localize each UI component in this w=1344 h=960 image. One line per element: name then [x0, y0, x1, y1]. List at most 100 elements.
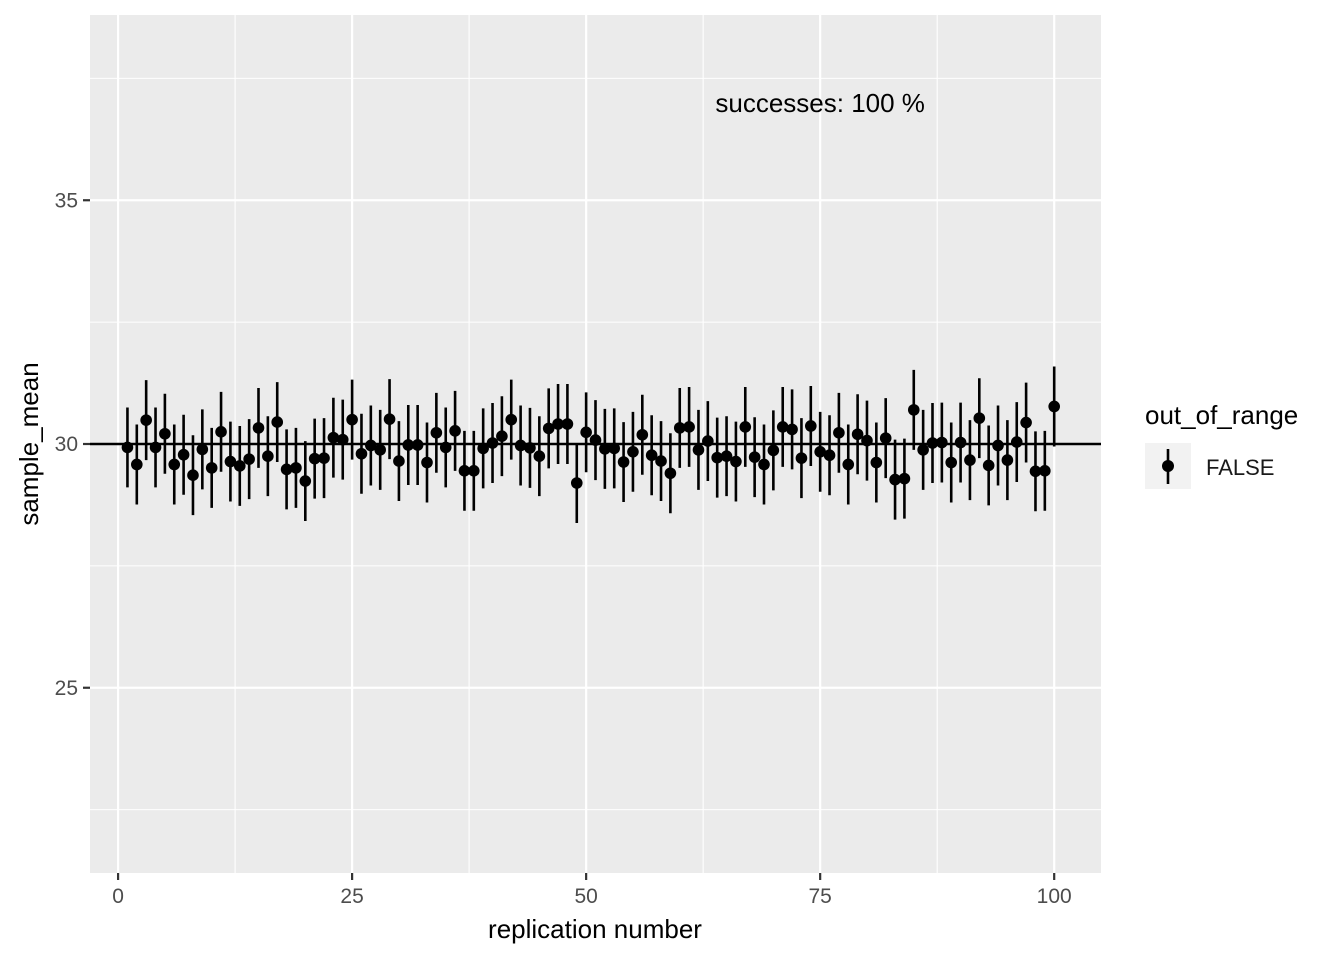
data-point-88 [936, 436, 948, 449]
data-point-87 [926, 437, 939, 449]
data-point-42 [505, 413, 518, 426]
data-point-7 [177, 448, 190, 461]
data-point-69 [758, 458, 770, 471]
data-point-55 [627, 446, 639, 458]
data-point-57 [645, 449, 658, 462]
data-point-21 [308, 452, 321, 465]
data-point-9 [196, 443, 209, 456]
data-point-13 [233, 460, 246, 472]
data-point-48 [561, 418, 574, 430]
data-point-27 [365, 439, 377, 452]
x-tick-label-100: 100 [1037, 885, 1072, 908]
data-point-39 [477, 442, 489, 455]
data-point-72 [786, 423, 798, 436]
data-point-43 [514, 439, 527, 452]
data-point-23 [327, 431, 340, 444]
y-axis: 25 30 35 [55, 189, 90, 700]
x-tick-label-25: 25 [340, 885, 363, 908]
data-point-36 [449, 425, 461, 437]
data-point-73 [795, 452, 808, 464]
data-point-40 [486, 437, 499, 449]
data-point-89 [945, 456, 958, 469]
y-tick-label-25: 25 [55, 677, 78, 700]
data-point-65 [720, 450, 733, 462]
legend-key-point [1162, 460, 1174, 472]
data-point-83 [889, 473, 901, 486]
x-tick-label-75: 75 [808, 885, 831, 908]
data-point-10 [205, 462, 218, 474]
data-point-90 [954, 436, 967, 449]
data-point-99 [1039, 465, 1051, 477]
data-point-93 [982, 459, 995, 472]
data-point-30 [393, 455, 405, 467]
data-point-1 [121, 441, 134, 454]
data-point-17 [271, 416, 284, 428]
x-tick-label-0: 0 [112, 885, 124, 908]
data-point-2 [131, 458, 143, 471]
data-point-31 [402, 439, 415, 451]
data-point-35 [439, 441, 452, 454]
data-point-70 [767, 444, 780, 457]
data-point-4 [149, 441, 162, 454]
data-point-41 [496, 430, 508, 443]
data-point-24 [336, 433, 349, 446]
data-point-11 [215, 426, 227, 438]
data-point-15 [252, 422, 265, 434]
data-point-50 [580, 426, 592, 439]
data-point-16 [262, 450, 274, 462]
data-point-6 [168, 458, 181, 471]
data-point-82 [879, 432, 892, 444]
x-axis: 0 25 50 75 100 [112, 873, 1072, 908]
data-point-54 [617, 456, 630, 468]
data-point-47 [552, 418, 564, 430]
data-point-46 [542, 422, 555, 435]
data-point-74 [805, 420, 817, 432]
legend-title: out_of_range [1145, 400, 1298, 430]
data-point-19 [290, 462, 302, 474]
data-point-67 [739, 421, 752, 433]
data-point-14 [243, 453, 255, 465]
data-point-66 [730, 455, 742, 468]
data-point-84 [898, 472, 911, 485]
data-point-51 [589, 434, 602, 446]
data-point-71 [776, 421, 789, 433]
y-tick-label-30: 30 [55, 433, 78, 456]
data-points [121, 400, 1060, 489]
data-point-44 [524, 442, 536, 454]
data-point-80 [861, 434, 873, 447]
data-point-68 [748, 451, 761, 463]
data-point-8 [187, 469, 199, 482]
y-tick-label-35: 35 [55, 189, 78, 212]
data-point-29 [383, 413, 396, 425]
legend-entry-false: FALSE [1206, 455, 1274, 480]
data-point-58 [655, 455, 667, 467]
data-point-49 [570, 477, 583, 489]
data-point-81 [870, 456, 883, 469]
data-point-60 [673, 422, 686, 434]
annotation-successes: successes: 100 % [715, 88, 925, 118]
data-point-61 [683, 421, 695, 433]
data-point-97 [1020, 416, 1032, 429]
data-point-64 [711, 451, 723, 464]
data-point-77 [833, 426, 845, 439]
data-point-20 [299, 475, 312, 487]
data-point-3 [140, 414, 152, 426]
data-point-32 [411, 439, 424, 451]
data-point-56 [636, 428, 649, 441]
data-point-53 [608, 442, 621, 455]
data-point-94 [992, 439, 1004, 452]
x-tick-label-50: 50 [574, 885, 597, 908]
data-point-22 [318, 452, 330, 464]
data-point-98 [1029, 465, 1042, 478]
data-point-12 [224, 455, 237, 468]
data-point-96 [1010, 436, 1023, 448]
data-point-95 [1001, 454, 1014, 466]
data-point-28 [374, 444, 386, 456]
data-point-100 [1048, 400, 1060, 413]
data-point-45 [533, 450, 546, 462]
x-axis-label: replication number [488, 914, 702, 944]
data-point-86 [917, 444, 929, 456]
data-point-38 [468, 465, 480, 477]
data-point-37 [458, 465, 471, 477]
